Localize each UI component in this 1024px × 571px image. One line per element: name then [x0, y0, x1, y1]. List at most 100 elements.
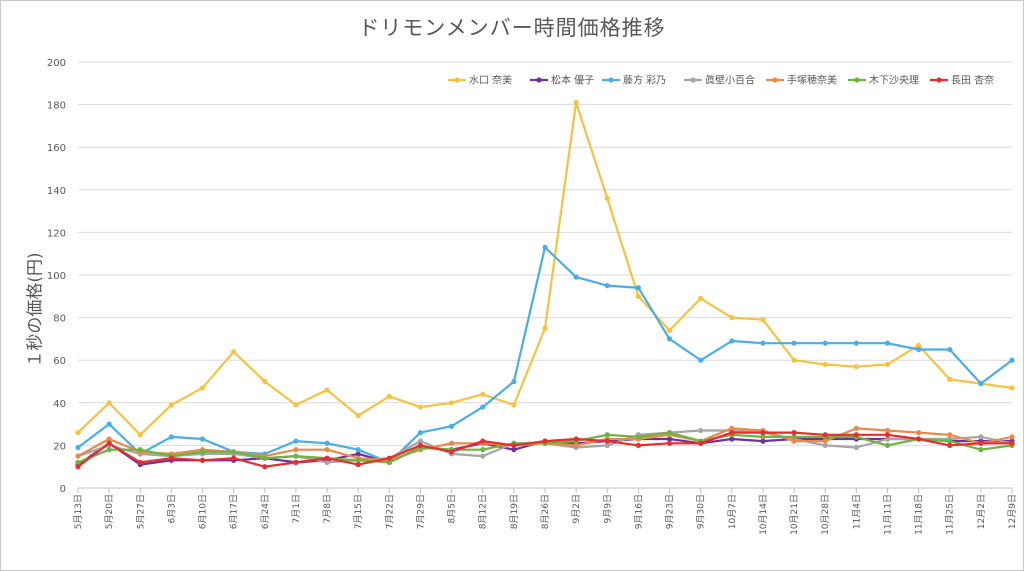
data-point [729, 338, 735, 344]
series-line [76, 101, 1014, 436]
data-point [324, 440, 330, 446]
data-point [199, 436, 206, 442]
legend-item-6: 木下沙央理 [848, 74, 919, 87]
data-point [729, 430, 735, 436]
data-point [604, 283, 610, 289]
series-1 [75, 99, 1015, 438]
data-point [666, 436, 673, 442]
data-point [417, 404, 424, 410]
legend-marker [772, 77, 778, 83]
legend-item-1: 水口 奈美 [448, 74, 512, 87]
data-point [760, 317, 766, 323]
data-point [853, 432, 859, 438]
data-point [791, 340, 797, 346]
x-tick-label: 8月19日 [509, 494, 520, 529]
data-point [729, 436, 735, 442]
data-point [698, 357, 704, 363]
data-point [542, 244, 548, 250]
x-tick-label: 12月9日 [1007, 494, 1018, 529]
legend-item-2: 松本 優子 [530, 74, 594, 87]
x-axis-ticks: 5月13日 5月20日 5月27日 6月3日 6月10日 6月17日 6月24日 7月1日 7月… [73, 488, 1018, 535]
data-point [293, 459, 299, 466]
x-tick-label: 9月30日 [696, 494, 707, 529]
data-point [199, 385, 206, 391]
series-lines [75, 99, 1015, 470]
data-point [947, 432, 953, 438]
y-tick-label: 20 [53, 441, 66, 452]
data-point [760, 434, 766, 440]
data-point [355, 457, 361, 463]
data-point [1009, 434, 1015, 440]
y-tick-label: 0 [60, 484, 66, 495]
data-point [666, 440, 673, 446]
x-tick-label: 10月7日 [727, 494, 738, 529]
data-point [791, 430, 797, 436]
series-line [76, 431, 1014, 464]
legend-marker [536, 77, 542, 83]
x-tick-label: 8月5日 [447, 494, 458, 523]
legend-label: 木下沙央理 [869, 74, 919, 87]
legend-item-4: 眞壁小百合 [684, 74, 755, 87]
data-point [978, 447, 984, 453]
data-point [355, 412, 361, 419]
data-point [853, 425, 859, 431]
y-axis-ticks: 0 20 40 60 80 100 120 140 160 180 200 [47, 58, 66, 495]
data-point [168, 402, 174, 408]
data-point [449, 400, 455, 406]
legend-label: 藤方 彩乃 [623, 74, 666, 87]
data-point [729, 425, 735, 431]
data-point [199, 449, 206, 455]
data-point [137, 432, 143, 438]
data-point [75, 464, 81, 470]
y-tick-label: 160 [47, 143, 66, 154]
y-tick-label: 40 [53, 399, 66, 410]
data-point [511, 378, 517, 385]
data-point [573, 274, 579, 280]
x-tick-label: 9月9日 [602, 494, 613, 523]
legend-item-3: 藤方 彩乃 [602, 74, 666, 87]
data-point [978, 440, 984, 446]
series-7 [75, 430, 1015, 470]
data-point [449, 423, 455, 429]
x-tick-label: 8月12日 [478, 494, 489, 529]
legend-marker [608, 77, 614, 83]
data-point [137, 447, 143, 453]
y-tick-label: 180 [47, 101, 66, 112]
data-point [386, 393, 392, 400]
legend-label: 水口 奈美 [469, 74, 512, 87]
data-point [884, 340, 891, 346]
data-point [760, 430, 766, 436]
data-point [760, 340, 766, 346]
data-point [822, 442, 828, 448]
data-point [698, 295, 704, 302]
y-tick-label: 80 [53, 314, 66, 325]
data-point [75, 444, 81, 451]
data-point [604, 195, 610, 201]
x-tick-label: 11月11日 [882, 494, 893, 535]
x-tick-label: 11月4日 [851, 494, 862, 529]
data-point [604, 442, 610, 448]
data-point [417, 442, 424, 448]
data-point [293, 453, 299, 459]
data-point [916, 342, 922, 348]
data-point [822, 340, 828, 346]
x-tick-label: 7月15日 [353, 494, 364, 529]
data-point [262, 464, 268, 470]
x-tick-label: 7月29日 [415, 494, 426, 529]
data-point [324, 447, 330, 453]
data-point [449, 440, 455, 446]
data-point [75, 453, 81, 459]
x-tick-label: 7月22日 [384, 494, 395, 529]
data-point [417, 430, 424, 436]
data-point [884, 432, 891, 438]
data-point [449, 449, 455, 455]
x-tick-label: 6月24日 [260, 494, 271, 529]
data-point [324, 455, 330, 461]
data-point [822, 438, 828, 444]
data-point [947, 376, 953, 382]
data-point [355, 451, 361, 457]
data-point [573, 442, 579, 448]
data-point [480, 447, 486, 453]
data-point [293, 438, 299, 444]
y-tick-label: 100 [47, 271, 66, 282]
